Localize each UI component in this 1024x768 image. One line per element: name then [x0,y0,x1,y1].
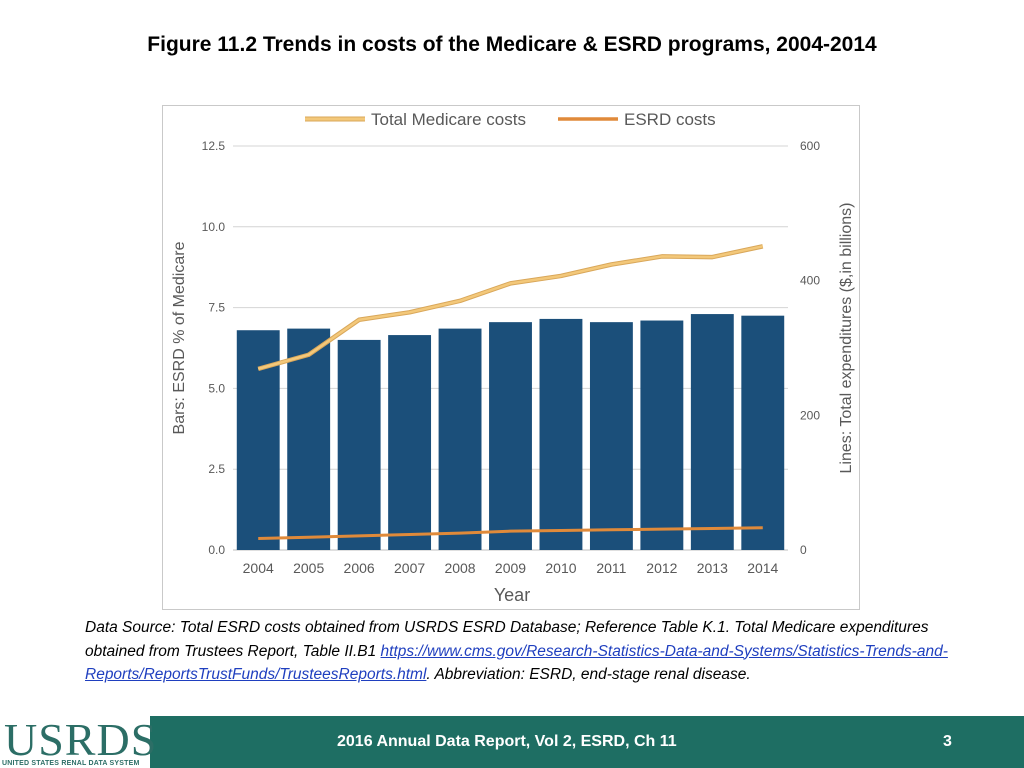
x-tick-label: 2011 [596,560,626,576]
x-tick-label: 2004 [243,560,274,576]
x-tick-label: 2007 [394,560,425,576]
x-tick-label: 2008 [444,560,475,576]
x-tick-label: 2005 [293,560,324,576]
y-left-axis-title: Bars: ESRD % of Medicare [171,241,188,434]
x-tick-label: 2009 [495,560,526,576]
bar [388,335,432,550]
x-axis-title: Year [494,585,530,605]
slide-title: Figure 11.2 Trends in costs of the Medic… [147,33,877,56]
bar [489,322,532,550]
y-left-tick-label: 0.0 [208,543,225,557]
usrds-logo: USRDS UNITED STATES RENAL DATA SYSTEM [0,716,156,768]
legend-label-esrd: ESRD costs [624,110,716,129]
chart: 0.0 2.5 5.0 7.5 10.0 12.5 0 200 400 600 2004 2005 20… [171,110,855,605]
data-source-caption: Data Source: Total ESRD costs obtained f… [85,616,955,687]
report-title: 2016 Annual Data Report, Vol 2, ESRD, Ch… [337,733,677,750]
caption-text-before: Data Source: Total ESRD costs obtained f… [85,619,929,660]
legend-label-total-medicare: Total Medicare costs [371,110,526,129]
trustees-report-link[interactable]: https://www.cms.gov/Research-Statistics-… [85,642,948,684]
y-left-tick-label: 2.5 [208,462,225,476]
logo-subtext: UNITED STATES RENAL DATA SYSTEM [2,760,140,767]
y-left-tick-label: 5.0 [208,381,225,395]
bar [438,328,482,550]
series-line-esrd [258,526,763,541]
bar [640,320,684,550]
page-number: 3 [943,733,952,750]
x-tick-label: 2006 [344,560,375,576]
series-line-total-medicare [257,245,764,371]
caption-text-after: . Abbreviation: ESRD, end-stage renal di… [426,666,751,683]
y-right-tick-label: 600 [800,139,820,153]
bar [589,322,633,550]
chart-container: 0.0 2.5 5.0 7.5 10.0 12.5 0 200 400 600 2004 2005 20… [162,105,860,610]
logo-text: USRDS [4,714,158,765]
y-right-tick-label: 0 [800,543,807,557]
y-left-tick-label: 7.5 [208,301,225,315]
bar [287,328,331,550]
x-tick-label: 2012 [646,560,677,576]
y-left-tick-label: 12.5 [202,139,226,153]
bar [539,318,583,550]
y-right-tick-label: 400 [800,274,820,288]
x-tick-label: 2014 [747,560,778,576]
bar [337,339,381,550]
bar [690,314,734,550]
x-tick-label: 2010 [545,560,576,576]
bar [741,315,785,550]
y-right-axis-title: Lines: Total expenditures ($,in billions… [838,203,855,474]
x-tick-label: 2013 [697,560,728,576]
footer-bar: USRDS UNITED STATES RENAL DATA SYSTEM 20… [0,716,1024,768]
y-right-tick-label: 200 [800,408,820,422]
y-left-tick-label: 10.0 [202,220,226,234]
